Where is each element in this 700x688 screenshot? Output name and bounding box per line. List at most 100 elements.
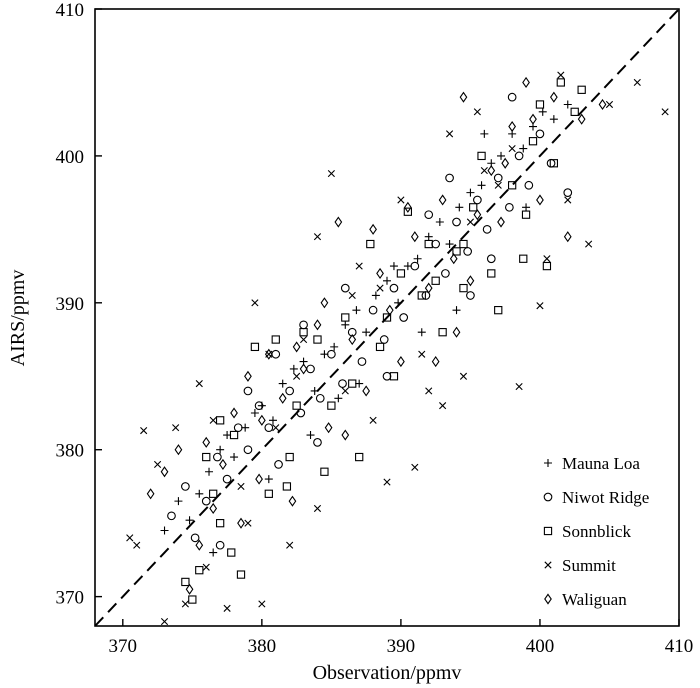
data-point: [244, 519, 252, 527]
data-point: [126, 534, 134, 542]
legend-label: Sonnblick: [562, 522, 631, 541]
y-tick-label: 370: [56, 588, 85, 609]
data-point: [285, 386, 295, 396]
data-point: [469, 203, 478, 212]
data-point: [160, 466, 169, 478]
data-point: [315, 393, 325, 403]
data-point: [209, 502, 218, 515]
data-point: [549, 91, 558, 103]
data-point: [383, 478, 391, 486]
x-axis-title: Observation/ppmv: [313, 662, 462, 684]
data-point: [445, 130, 454, 138]
data-point: [195, 539, 204, 551]
data-point: [383, 276, 391, 285]
data-point: [286, 541, 294, 549]
data-point: [341, 387, 349, 395]
data-point: [223, 604, 231, 612]
data-point: [320, 297, 329, 309]
data-point: [459, 91, 468, 103]
data-point: [480, 129, 489, 138]
data-point: [293, 372, 301, 380]
y-tick-label: 410: [56, 0, 85, 21]
data-point: [299, 363, 308, 375]
legend-item: Niwot Ridge: [543, 488, 649, 507]
data-point: [209, 548, 218, 557]
data-point: [334, 216, 343, 228]
data-point: [243, 386, 253, 396]
data-point: [216, 445, 225, 454]
series-summit: [126, 71, 669, 626]
data-point: [538, 107, 547, 116]
data-point: [243, 445, 253, 455]
data-point: [371, 291, 380, 300]
data-point: [421, 291, 431, 300]
data-point: [424, 232, 433, 241]
data-point: [369, 416, 377, 424]
data-point: [379, 335, 389, 344]
data-point: [299, 335, 308, 344]
data-point: [209, 489, 218, 498]
x-tick-label: 380: [248, 636, 277, 657]
data-point: [452, 326, 461, 338]
data-point: [466, 291, 475, 300]
data-point: [202, 563, 210, 571]
data-point: [563, 231, 572, 243]
data-point: [313, 319, 322, 331]
data-point: [167, 511, 176, 521]
data-point: [486, 254, 496, 264]
data-point: [338, 379, 347, 388]
x-tick-label: 410: [665, 636, 694, 657]
data-points-group: [126, 71, 669, 626]
data-point: [424, 239, 433, 249]
data-point: [542, 261, 552, 271]
data-point: [424, 210, 434, 220]
data-point: [324, 422, 333, 434]
data-point: [466, 218, 475, 226]
data-point: [546, 158, 556, 168]
data-point: [313, 233, 322, 241]
data-point: [403, 201, 412, 213]
data-point: [535, 100, 545, 109]
series-waliguan: [146, 76, 607, 595]
data-point: [403, 207, 413, 216]
data-point: [313, 504, 322, 513]
data-point: [494, 306, 503, 315]
data-point: [292, 341, 301, 353]
data-point: [396, 269, 406, 278]
data-point: [160, 618, 169, 626]
data-point: [535, 129, 545, 139]
data-point: [411, 463, 419, 471]
data-point: [389, 372, 399, 381]
data-point: [585, 240, 593, 248]
data-point: [507, 181, 517, 190]
series-niwot-ridge: [167, 92, 573, 550]
data-point: [389, 283, 399, 293]
data-point: [313, 335, 322, 344]
data-point: [348, 333, 357, 346]
data-point: [536, 194, 544, 206]
data-point: [215, 416, 225, 425]
data-point: [431, 276, 440, 285]
data-point: [435, 218, 444, 227]
data-point: [459, 239, 468, 249]
x-axis-ticks: 370 380 390 400 410: [109, 619, 694, 657]
data-point: [417, 328, 426, 337]
data-point: [348, 379, 357, 388]
data-point: [288, 495, 297, 507]
data-point: [463, 247, 472, 256]
data-point: [445, 173, 454, 183]
data-point: [508, 144, 516, 153]
legend-marker-x: [544, 561, 552, 569]
data-point: [564, 196, 572, 204]
data-point: [202, 436, 211, 448]
data-point: [271, 349, 281, 359]
x-tick-label: 370: [109, 636, 138, 657]
data-point: [202, 452, 211, 462]
y-tick-label: 380: [56, 441, 85, 462]
data-point: [255, 473, 263, 485]
data-point: [449, 253, 458, 265]
data-point: [348, 291, 356, 300]
data-point: [341, 313, 350, 322]
data-point: [268, 416, 277, 425]
data-point: [195, 380, 203, 388]
